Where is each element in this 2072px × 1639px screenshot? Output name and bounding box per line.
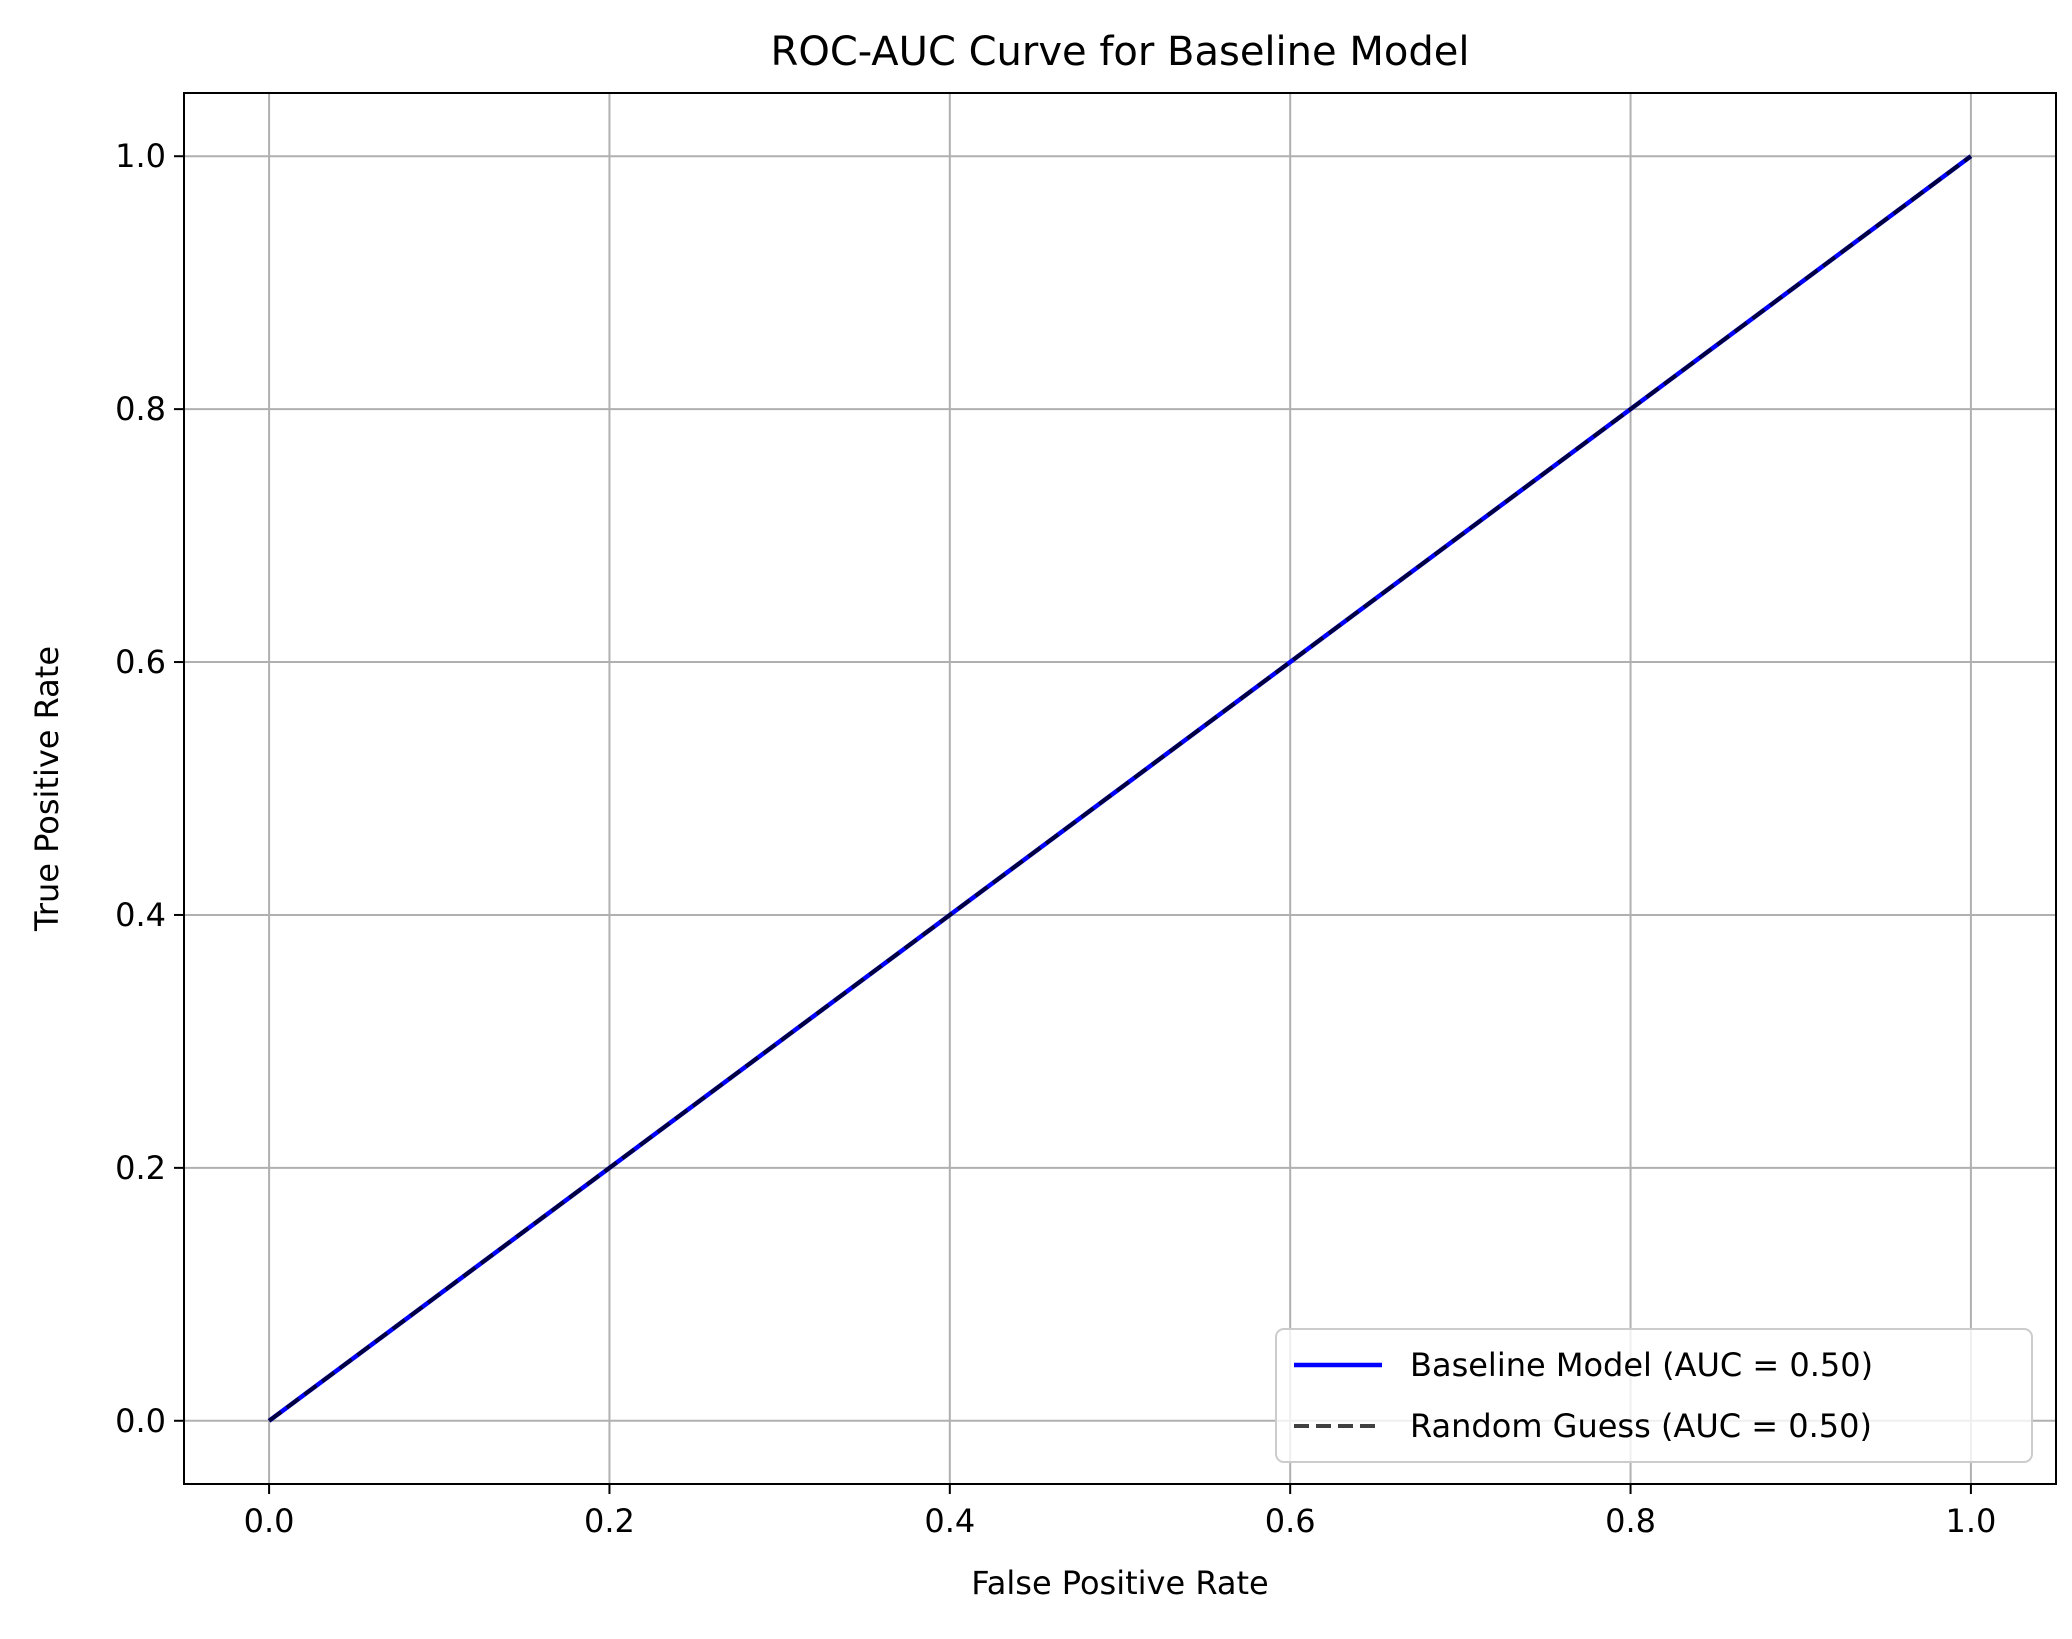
y-axis-title: True Positive Rate <box>28 646 66 932</box>
legend-label-1: Random Guess (AUC = 0.50) <box>1410 1407 1872 1445</box>
y-tick-label-2: 0.4 <box>115 896 166 934</box>
series-lines <box>267 154 1973 1423</box>
y-tick-label-4: 0.8 <box>115 390 166 428</box>
y-tick-label-0: 0.0 <box>115 1402 166 1440</box>
x-tick-label-0: 0.0 <box>244 1502 295 1540</box>
y-tick-label-1: 0.2 <box>115 1149 166 1187</box>
x-tick-label-1: 0.2 <box>584 1502 635 1540</box>
x-tick-label-2: 0.4 <box>924 1502 975 1540</box>
grid-lines <box>184 93 2056 1484</box>
legend: Baseline Model (AUC = 0.50) Random Guess … <box>1275 1328 2033 1463</box>
axis-ticks: 0.0 0.2 0.4 0.6 0.8 1.0 0.0 0.2 0.4 0.6 0.8 1.0 <box>115 137 1996 1540</box>
y-tick-label-5: 1.0 <box>115 137 166 175</box>
x-tick-label-4: 0.8 <box>1605 1502 1656 1540</box>
series-line-1 <box>267 154 1973 1423</box>
y-tick-label-3: 0.6 <box>115 643 166 681</box>
chart-title: ROC-AUC Curve for Baseline Model <box>771 29 1470 75</box>
x-axis-title: False Positive Rate <box>971 1564 1268 1602</box>
legend-box <box>1275 1328 2033 1463</box>
x-tick-label-3: 0.6 <box>1265 1502 1316 1540</box>
plot-frame <box>183 92 2057 1485</box>
legend-label-0: Baseline Model (AUC = 0.50) <box>1410 1346 1873 1384</box>
x-tick-label-5: 1.0 <box>1945 1502 1996 1540</box>
